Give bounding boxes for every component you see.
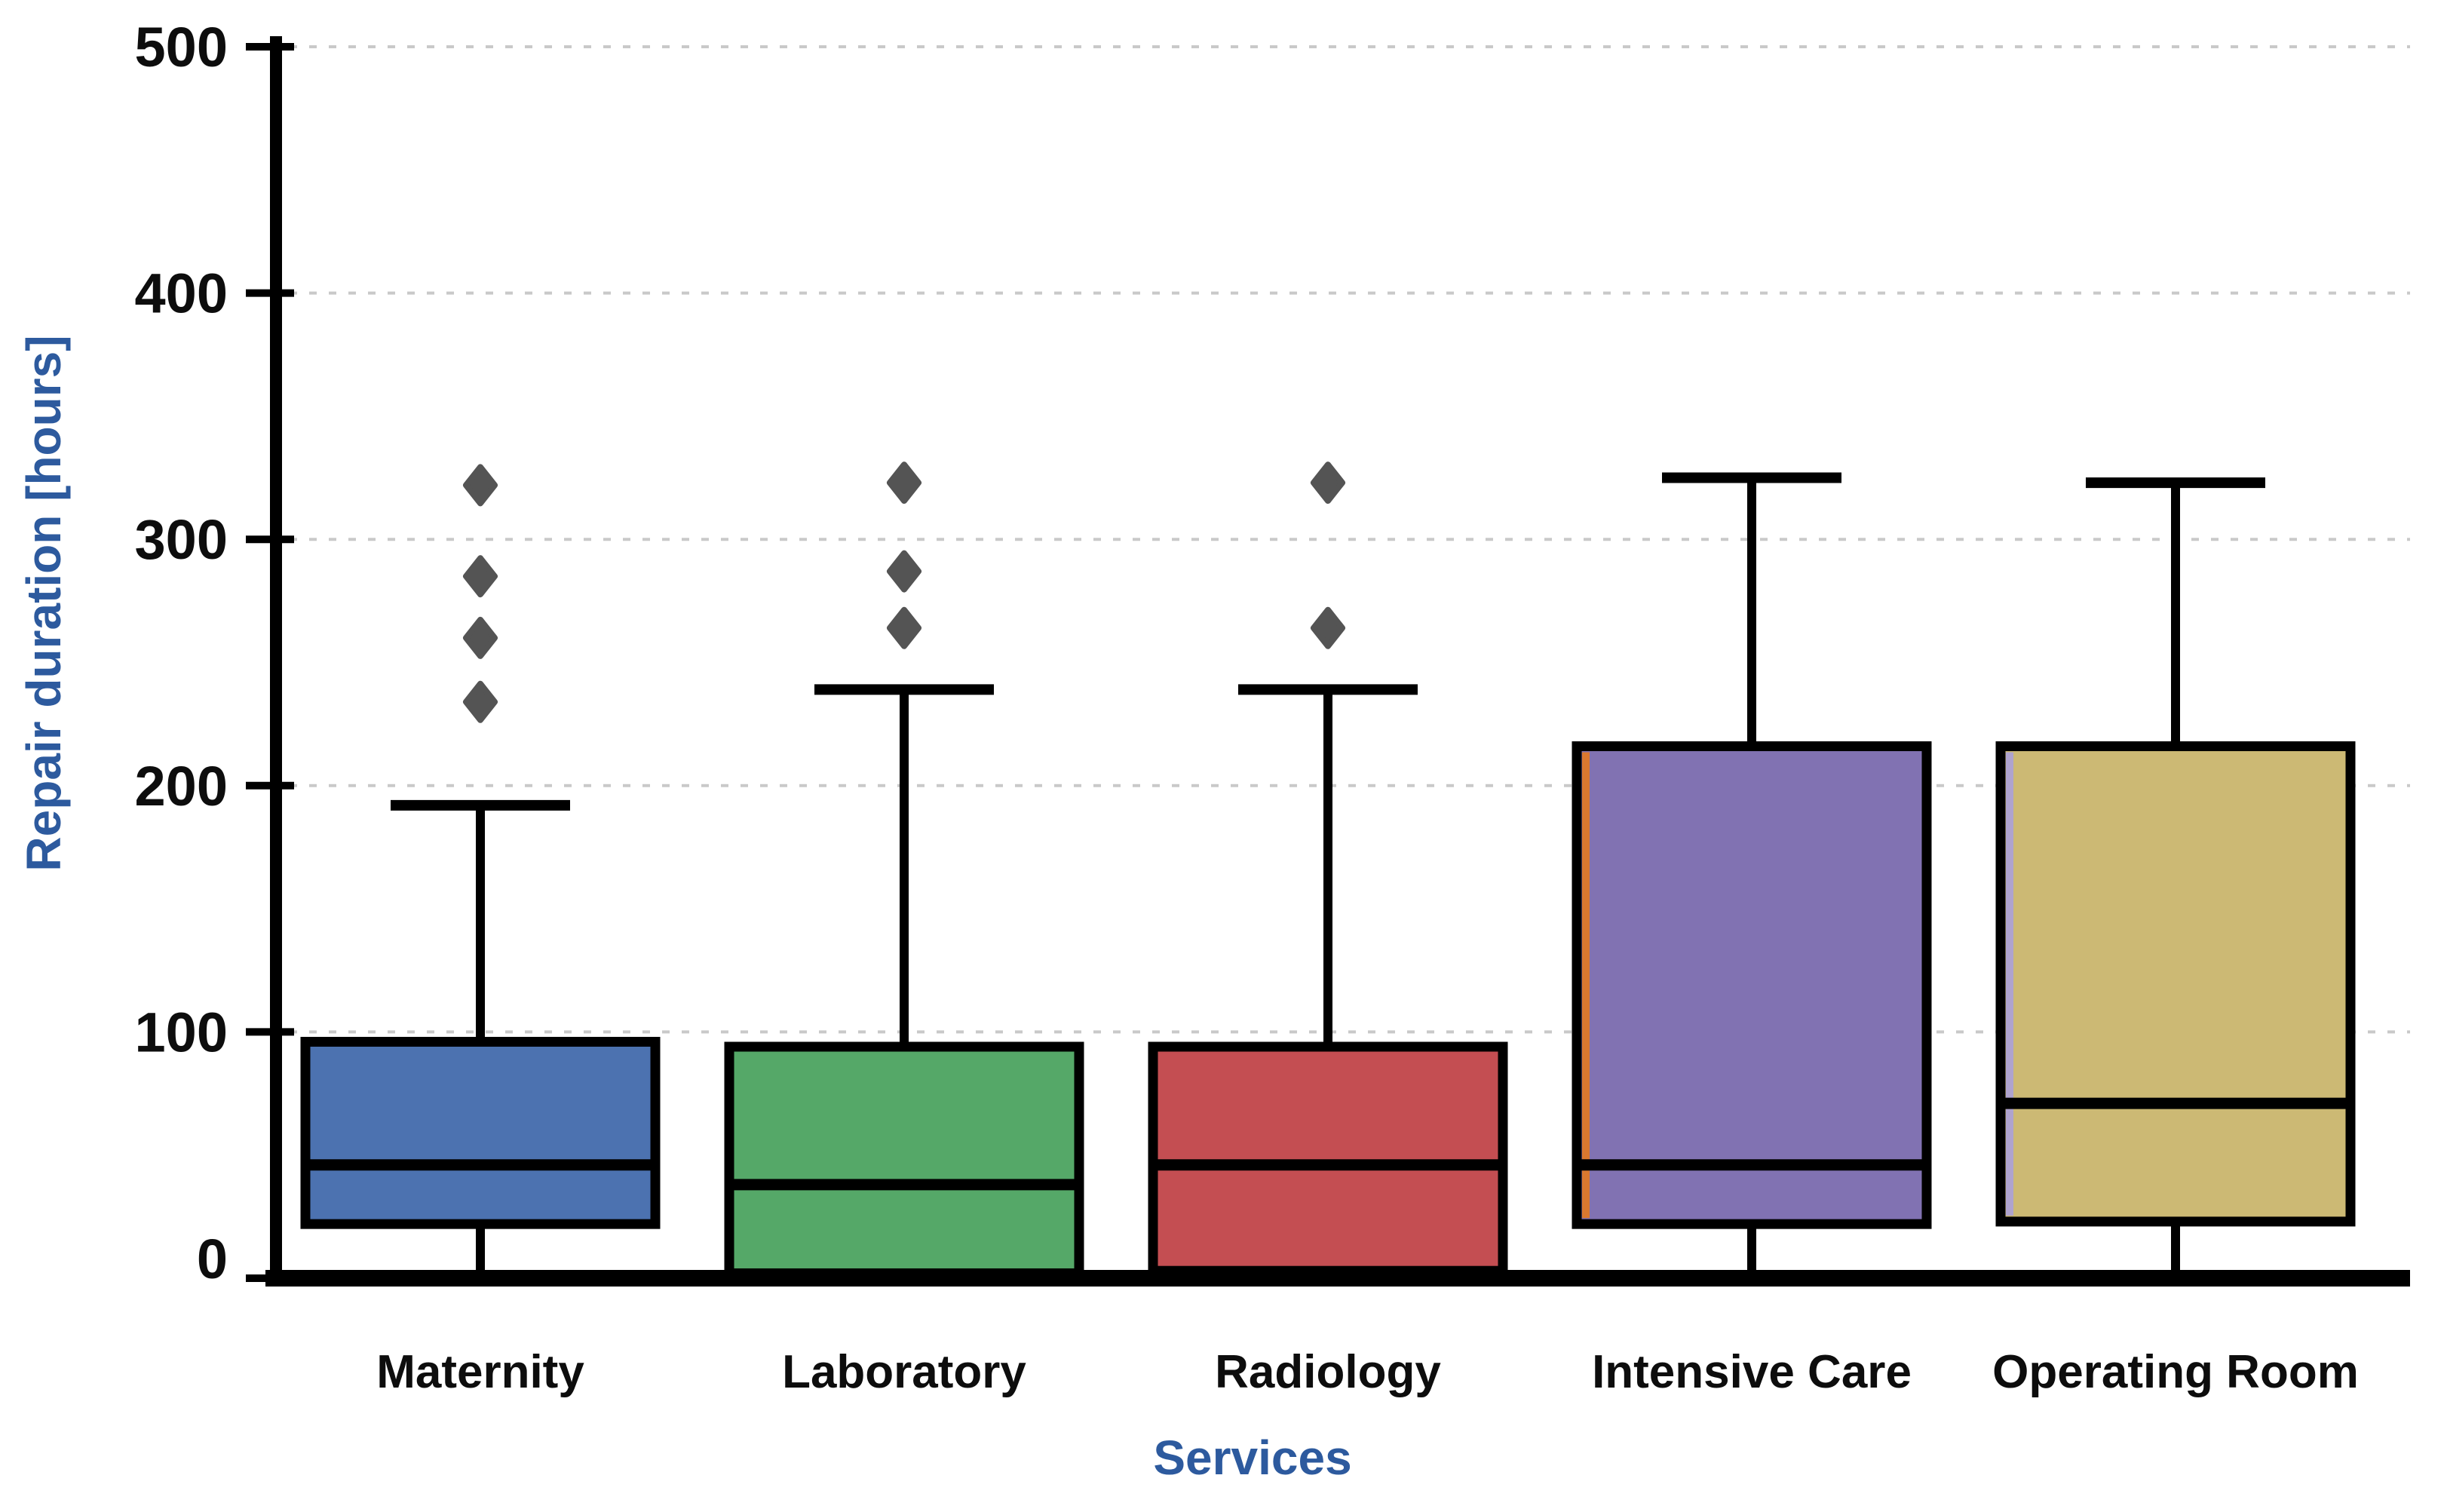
x-axis-title: Services xyxy=(1153,1431,1351,1485)
category-label-maternity: Maternity xyxy=(376,1346,584,1398)
iqr-box xyxy=(300,1036,661,1229)
iqr-box xyxy=(1995,741,2356,1227)
category-label-operating-room: Operating Room xyxy=(1992,1346,2359,1398)
boxplot-operating-room xyxy=(1995,477,2356,1278)
category-label-laboratory: Laboratory xyxy=(782,1346,1026,1398)
boxes-layer xyxy=(300,462,2356,1278)
outlier-diamond xyxy=(463,464,498,507)
outlier-diamond xyxy=(887,606,921,649)
iqr-box xyxy=(1572,741,1932,1229)
iqr-box xyxy=(724,1041,1084,1278)
y-tick-label-100: 100 xyxy=(135,1001,228,1063)
boxplot-intensive-care xyxy=(1572,472,1932,1278)
outlier-diamond xyxy=(1311,462,1345,505)
outlier-diamond xyxy=(1311,606,1345,649)
outlier-diamond xyxy=(887,550,921,593)
box-left-accent-stripe xyxy=(1582,752,1590,1219)
y-axis-title: Repair duration [hours] xyxy=(17,335,71,871)
iqr-box xyxy=(1148,1041,1508,1276)
outlier-diamond xyxy=(887,462,921,505)
boxplot-maternity xyxy=(300,464,661,1278)
y-tick-label-0: 0 xyxy=(197,1228,228,1290)
outlier-diamond xyxy=(463,616,498,659)
outlier-diamond xyxy=(463,555,498,598)
outlier-diamond xyxy=(463,680,498,723)
category-label-radiology: Radiology xyxy=(1215,1346,1441,1398)
boxplot-laboratory xyxy=(724,462,1084,1278)
boxplot-radiology xyxy=(1148,462,1508,1278)
y-tick-label-200: 200 xyxy=(135,755,228,817)
tick-labels-layer: Maternity Laboratory Radiology Intensive Ca… xyxy=(135,16,2359,1398)
box-left-accent-stripe xyxy=(2006,752,2013,1216)
y-tick-label-400: 400 xyxy=(135,262,228,325)
y-tick-label-300: 300 xyxy=(135,508,228,571)
category-label-intensive-care: Intensive Care xyxy=(1592,1346,1912,1398)
axes-layer xyxy=(246,36,2410,1287)
y-tick-label-500: 500 xyxy=(135,16,228,78)
